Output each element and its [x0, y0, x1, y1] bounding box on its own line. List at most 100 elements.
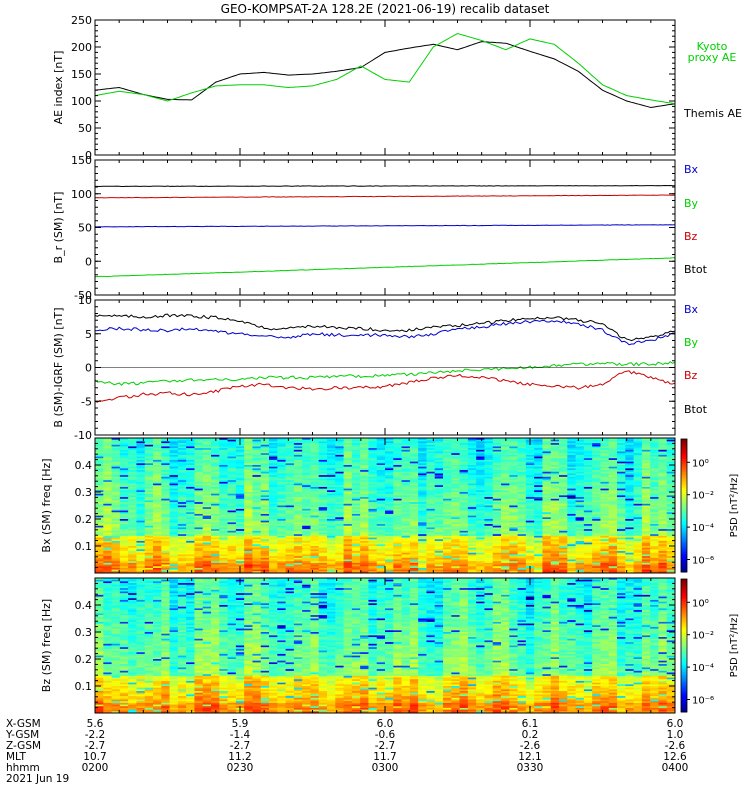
heatmap-cell	[401, 476, 411, 479]
heatmap-cell	[277, 517, 287, 520]
heatmap-cell	[219, 537, 229, 540]
heatmap-cell	[459, 513, 469, 517]
heatmap-cell	[144, 444, 154, 447]
heatmap-cell	[277, 508, 287, 511]
heatmap-cell	[426, 493, 436, 496]
heatmap-cell	[525, 529, 535, 532]
heatmap-cell	[393, 507, 403, 510]
heatmap-cell	[534, 492, 543, 495]
heatmap-cell	[219, 517, 229, 520]
heatmap-cell	[235, 529, 245, 532]
heatmap-cell	[575, 527, 585, 530]
heatmap-cell	[177, 535, 187, 538]
heatmap-cell	[592, 454, 601, 457]
heatmap-cell	[169, 503, 179, 506]
heatmap-cell	[666, 470, 676, 473]
heatmap-cell	[517, 530, 527, 533]
heatmap-cell	[658, 449, 668, 452]
heatmap-cell	[335, 508, 345, 511]
heatmap-cell	[600, 483, 610, 486]
heatmap-cell	[459, 463, 469, 466]
heatmap-cell	[525, 497, 535, 500]
heatmap-cell	[343, 537, 353, 540]
heatmap-cell	[211, 485, 220, 488]
heatmap-cell	[550, 502, 560, 505]
heatmap-cell	[269, 537, 278, 540]
heatmap-cell	[608, 470, 618, 473]
heatmap-cell	[169, 475, 179, 478]
heatmap-cell	[119, 534, 129, 537]
heatmap-cell	[335, 465, 345, 468]
heatmap-cell	[360, 488, 369, 491]
heatmap-cell	[285, 463, 295, 466]
heatmap-cell	[650, 507, 659, 510]
heatmap-cell	[376, 498, 386, 501]
heatmap-cell	[575, 466, 585, 469]
heatmap-cell	[360, 546, 369, 549]
heatmap-cell	[310, 527, 320, 530]
heatmap-cell	[161, 540, 171, 544]
heatmap-cell	[509, 508, 519, 511]
heatmap-cell	[459, 544, 469, 547]
heatmap-cell	[219, 512, 229, 515]
heatmap-cell	[277, 456, 287, 459]
heatmap-cell	[459, 476, 469, 479]
heatmap-cell	[235, 459, 245, 463]
heatmap-cell	[492, 480, 502, 483]
heatmap-cell	[492, 463, 502, 466]
heatmap-cell	[219, 507, 229, 510]
heatmap-cell	[567, 540, 577, 544]
heatmap-cell	[95, 451, 104, 454]
heatmap-cell	[202, 525, 212, 528]
heatmap-cell	[517, 475, 527, 478]
heatmap-cell	[484, 480, 494, 483]
heatmap-cell	[434, 458, 444, 461]
heatmap-cell	[95, 458, 104, 461]
heatmap-cell	[128, 488, 137, 491]
heatmap-cell	[617, 481, 626, 484]
heatmap-cell	[592, 458, 601, 461]
heatmap-cell	[153, 549, 162, 552]
heatmap-cell	[310, 503, 320, 506]
heatmap-cell	[144, 485, 154, 488]
heatmap-cell	[501, 546, 510, 549]
heatmap-cell	[633, 497, 643, 500]
heatmap-cell	[136, 502, 146, 505]
heatmap-cell	[335, 486, 345, 490]
heatmap-cell	[525, 492, 535, 495]
heatmap-cell	[525, 546, 535, 549]
heatmap-cell	[302, 475, 311, 478]
heatmap-cell	[476, 502, 485, 505]
heatmap-cell	[285, 459, 295, 463]
heatmap-cell	[542, 510, 552, 513]
heatmap-cell	[666, 513, 676, 517]
heatmap-cell	[633, 478, 643, 481]
heatmap-cell	[376, 508, 386, 511]
heatmap-cell	[277, 453, 287, 456]
heatmap-cell	[343, 540, 353, 544]
heatmap-cell	[128, 459, 137, 463]
heatmap-cell	[128, 520, 137, 523]
heatmap-cell	[335, 539, 345, 542]
heatmap-cell	[360, 485, 369, 488]
heatmap-cell	[244, 515, 253, 518]
heatmap-cell	[153, 439, 162, 442]
heatmap-cell	[451, 466, 461, 469]
heatmap-cell	[136, 444, 146, 447]
heatmap-cell	[525, 470, 535, 473]
heatmap-cell	[194, 446, 204, 449]
heatmap-cell	[409, 476, 419, 479]
heatmap-cell	[608, 524, 618, 527]
heatmap-cell	[144, 522, 154, 525]
heatmap-cell	[492, 508, 502, 511]
heatmap-cell	[641, 498, 651, 501]
heatmap-cell	[285, 451, 295, 454]
heatmap-cell	[310, 488, 320, 491]
heatmap-cell	[426, 461, 436, 464]
heatmap-cell	[509, 441, 519, 444]
heatmap-cell	[351, 515, 361, 518]
heatmap-cell	[559, 465, 568, 468]
heatmap-cell	[343, 492, 353, 495]
heatmap-cell	[186, 513, 195, 517]
heatmap-cell	[293, 453, 303, 456]
